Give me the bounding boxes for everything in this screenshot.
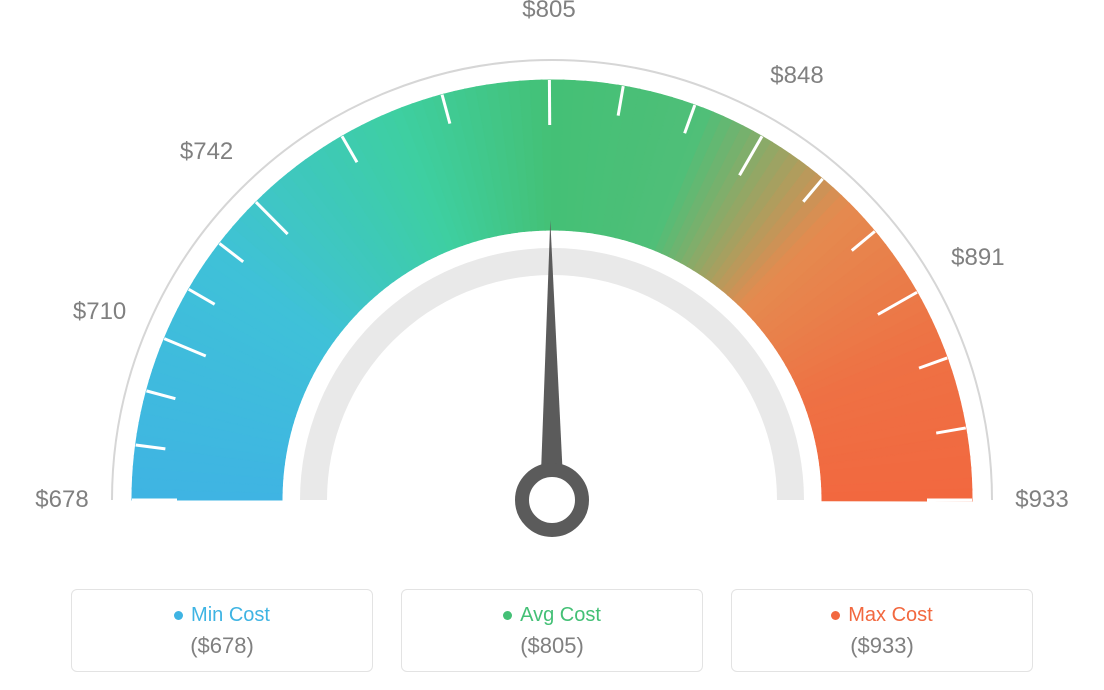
gauge-tick-label: $933 xyxy=(1015,486,1068,514)
gauge-tick-label: $678 xyxy=(35,486,88,514)
legend-title-avg: Avg Cost xyxy=(402,604,702,627)
dot-avg xyxy=(503,611,512,620)
dot-min xyxy=(174,611,183,620)
legend-max-label: Max Cost xyxy=(848,604,932,626)
legend-row: Min Cost ($678) Avg Cost ($805) Max Cost… xyxy=(0,589,1104,672)
gauge-tick-label: $805 xyxy=(522,0,575,24)
legend-min-label: Min Cost xyxy=(191,604,270,626)
gauge-svg xyxy=(0,0,1104,570)
gauge-chart: $678 $710 $742 $805 $848 $891 $933 xyxy=(0,0,1104,570)
legend-card-min: Min Cost ($678) xyxy=(71,589,373,672)
gauge-needle-hub xyxy=(522,470,582,530)
legend-card-avg: Avg Cost ($805) xyxy=(401,589,703,672)
legend-avg-label: Avg Cost xyxy=(520,604,601,626)
gauge-tick-label: $891 xyxy=(951,244,1004,272)
legend-max-value: ($933) xyxy=(732,633,1032,659)
gauge-tick-label: $848 xyxy=(770,62,823,90)
gauge-tick-label: $742 xyxy=(180,138,233,166)
legend-title-max: Max Cost xyxy=(732,604,1032,627)
legend-min-value: ($678) xyxy=(72,633,372,659)
legend-title-min: Min Cost xyxy=(72,604,372,627)
dot-max xyxy=(831,611,840,620)
legend-avg-value: ($805) xyxy=(402,633,702,659)
gauge-tick-label: $710 xyxy=(73,298,126,326)
legend-card-max: Max Cost ($933) xyxy=(731,589,1033,672)
